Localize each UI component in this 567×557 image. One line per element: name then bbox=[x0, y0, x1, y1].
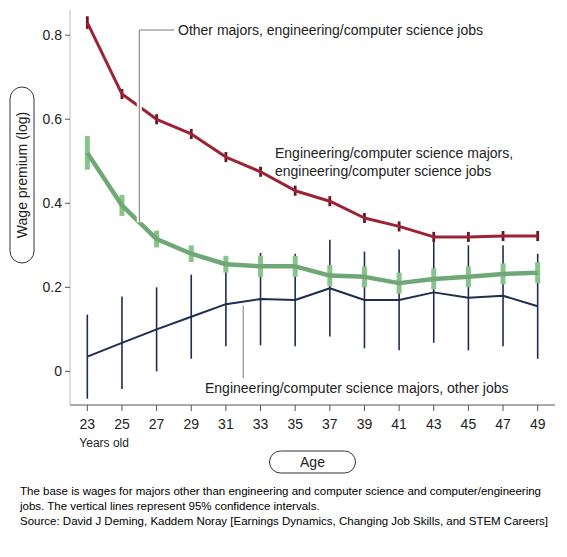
x-tick-label: 29 bbox=[183, 416, 199, 432]
x-tick-label: 33 bbox=[253, 416, 269, 432]
x-tick bbox=[225, 405, 226, 411]
note: Source: David J Deming, Kaddem Noray [Ea… bbox=[20, 514, 560, 529]
x-axis bbox=[70, 405, 555, 406]
x-tick-label: 43 bbox=[426, 416, 442, 432]
x-tick bbox=[156, 405, 157, 411]
x-tick-label: 41 bbox=[391, 416, 407, 432]
x-tick bbox=[399, 405, 400, 411]
x-tick-label: 31 bbox=[218, 416, 234, 432]
x-tick bbox=[191, 405, 192, 411]
note: The base is wages for majors other than … bbox=[20, 484, 560, 514]
x-tick-label: 35 bbox=[287, 416, 303, 432]
x-tick bbox=[468, 405, 469, 411]
y-label-group: Wage premium (log) bbox=[10, 87, 34, 263]
y-label: Wage premium (log) bbox=[14, 112, 30, 238]
y-tick bbox=[65, 287, 70, 288]
x-label-box bbox=[270, 451, 356, 473]
x-tick bbox=[503, 405, 504, 411]
y-tick bbox=[65, 35, 70, 36]
x-tick-label: 27 bbox=[149, 416, 165, 432]
x-tick bbox=[329, 405, 330, 411]
plot-marks bbox=[87, 16, 537, 398]
x-tick bbox=[121, 405, 122, 411]
x-tick bbox=[364, 405, 365, 411]
x-tick-label: 23 bbox=[80, 416, 96, 432]
x-tick bbox=[295, 405, 296, 411]
caption: The base is wages for majors other than … bbox=[20, 484, 560, 529]
y-tick bbox=[65, 203, 70, 204]
x-tick-label: 39 bbox=[357, 416, 373, 432]
x-tick-label: 49 bbox=[530, 416, 546, 432]
y-tick-label: 0.4 bbox=[43, 195, 63, 211]
series-label: Other majors, engineering/computer scien… bbox=[178, 22, 483, 38]
y-label-box bbox=[10, 87, 34, 263]
x-tick bbox=[433, 405, 434, 411]
series-line bbox=[87, 23, 537, 237]
x-tick-label: 25 bbox=[114, 416, 130, 432]
y-tick bbox=[65, 371, 70, 372]
x-tick bbox=[537, 405, 538, 411]
series-line bbox=[87, 153, 537, 283]
y-tick-label: 0 bbox=[54, 363, 62, 379]
x-tick-label: 45 bbox=[461, 416, 477, 432]
x-tick-label: 47 bbox=[495, 416, 511, 432]
y-axis bbox=[70, 10, 71, 405]
series-line bbox=[87, 288, 537, 357]
leader-halo bbox=[139, 30, 174, 222]
series-label: Engineering/computer science majors, oth… bbox=[205, 380, 509, 396]
y-tick-label: 0.2 bbox=[43, 279, 63, 295]
y-tick bbox=[65, 119, 70, 120]
y-tick-label: 0.6 bbox=[43, 111, 63, 127]
x-tick bbox=[260, 405, 261, 411]
leader-line bbox=[139, 30, 174, 222]
series-label: Engineering/computer science majors,engi… bbox=[275, 145, 513, 179]
x-tick bbox=[87, 405, 88, 411]
x-sublabel: Years old bbox=[79, 436, 129, 450]
leader-line bbox=[243, 306, 244, 378]
x-tick-label: 37 bbox=[322, 416, 338, 432]
x-label: Age bbox=[300, 454, 325, 470]
y-tick-label: 0.8 bbox=[43, 27, 63, 43]
